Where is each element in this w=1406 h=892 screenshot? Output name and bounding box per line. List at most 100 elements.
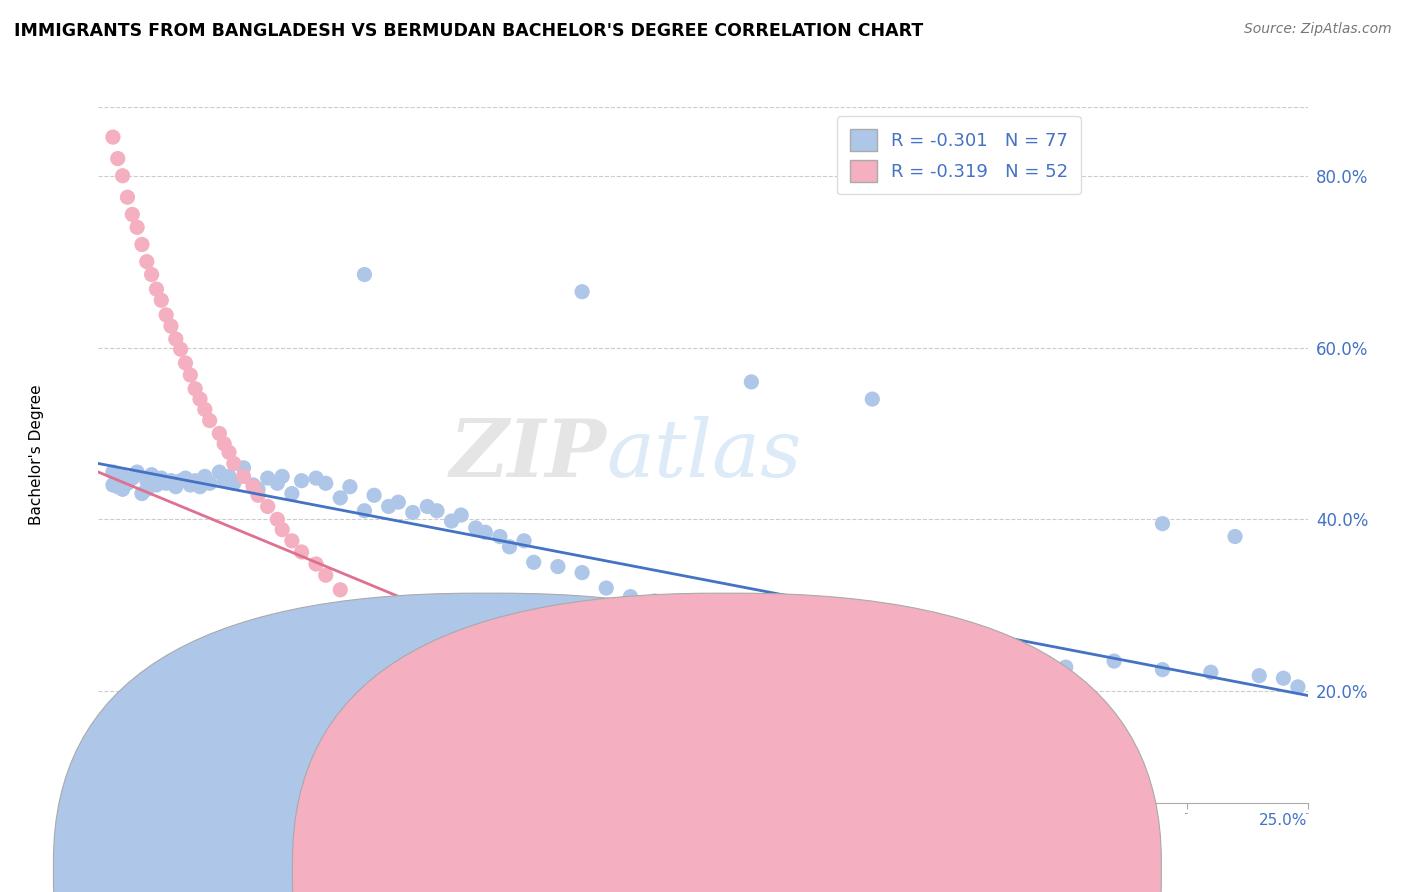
Point xyxy=(212,474,235,488)
Point xyxy=(101,478,124,492)
Point xyxy=(135,474,157,488)
Point xyxy=(111,169,134,183)
Point xyxy=(271,469,294,483)
Point xyxy=(513,533,536,548)
Point xyxy=(174,356,197,370)
Point xyxy=(135,483,157,497)
Point xyxy=(619,763,641,777)
Point xyxy=(107,480,129,494)
Point xyxy=(740,375,762,389)
Point xyxy=(402,506,425,520)
Point xyxy=(1199,665,1222,680)
Point xyxy=(184,382,207,396)
Point xyxy=(1286,680,1309,694)
Point xyxy=(271,523,294,537)
Point xyxy=(716,615,738,630)
Point xyxy=(1249,668,1271,682)
Point xyxy=(910,651,932,665)
Point xyxy=(474,694,496,708)
Text: ZIP: ZIP xyxy=(450,417,606,493)
Point xyxy=(523,723,546,737)
Point xyxy=(1054,660,1077,674)
Point xyxy=(208,465,231,479)
Point xyxy=(232,460,254,475)
Point xyxy=(184,474,207,488)
Text: Source: ZipAtlas.com: Source: ZipAtlas.com xyxy=(1244,22,1392,37)
Point xyxy=(169,343,191,357)
Point xyxy=(141,268,163,282)
Point xyxy=(1272,671,1295,685)
Point xyxy=(377,624,399,638)
Point xyxy=(498,710,520,724)
Point xyxy=(218,469,240,483)
Point xyxy=(377,500,399,514)
Point xyxy=(813,641,835,656)
Point xyxy=(135,254,157,268)
Point xyxy=(256,471,278,485)
Point xyxy=(208,426,231,441)
Point xyxy=(387,495,409,509)
Point xyxy=(860,643,883,657)
Point xyxy=(155,476,177,491)
Point xyxy=(619,590,641,604)
Point xyxy=(363,488,385,502)
Point xyxy=(692,602,714,616)
Point xyxy=(498,540,520,554)
Point xyxy=(315,476,337,491)
Point xyxy=(860,392,883,406)
Point xyxy=(765,625,787,640)
Point xyxy=(450,508,472,522)
Point xyxy=(281,486,304,500)
Point xyxy=(256,500,278,514)
Point xyxy=(212,436,235,450)
Point xyxy=(547,738,569,752)
Point xyxy=(188,392,211,406)
Point xyxy=(198,476,221,491)
Point xyxy=(353,268,375,282)
Point xyxy=(329,491,352,505)
Point xyxy=(1102,654,1125,668)
Point xyxy=(416,500,439,514)
Point xyxy=(117,476,139,491)
Point xyxy=(266,476,288,491)
Point xyxy=(150,293,173,308)
Point xyxy=(464,521,486,535)
Point xyxy=(117,190,139,204)
Point xyxy=(1152,516,1174,531)
Point xyxy=(101,130,124,145)
Point xyxy=(571,748,593,763)
Point xyxy=(837,738,859,752)
Point xyxy=(111,483,134,497)
Point xyxy=(426,663,449,677)
Point xyxy=(668,602,690,616)
Point xyxy=(290,474,312,488)
Point xyxy=(1223,529,1246,543)
Point xyxy=(765,753,787,767)
Text: 25.0%: 25.0% xyxy=(1260,814,1308,828)
Point xyxy=(305,471,328,485)
Text: 0.0%: 0.0% xyxy=(98,814,138,828)
Point xyxy=(222,476,245,491)
Point xyxy=(165,480,187,494)
Point xyxy=(547,559,569,574)
Point xyxy=(141,467,163,482)
Point xyxy=(145,478,167,492)
Point xyxy=(595,581,617,595)
Point xyxy=(716,779,738,793)
Point xyxy=(571,285,593,299)
Point xyxy=(489,529,512,543)
Point xyxy=(111,469,134,483)
Text: IMMIGRANTS FROM BANGLADESH VS BERMUDAN BACHELOR'S DEGREE CORRELATION CHART: IMMIGRANTS FROM BANGLADESH VS BERMUDAN B… xyxy=(14,22,924,40)
Point xyxy=(169,474,191,488)
Point xyxy=(247,483,270,497)
Point xyxy=(644,594,666,608)
Point xyxy=(339,480,361,494)
Point xyxy=(194,402,217,417)
Point xyxy=(101,465,124,479)
Point xyxy=(232,469,254,483)
Point xyxy=(440,514,463,528)
Point xyxy=(290,545,312,559)
Point xyxy=(188,480,211,494)
Point xyxy=(121,471,143,485)
Point xyxy=(353,504,375,518)
